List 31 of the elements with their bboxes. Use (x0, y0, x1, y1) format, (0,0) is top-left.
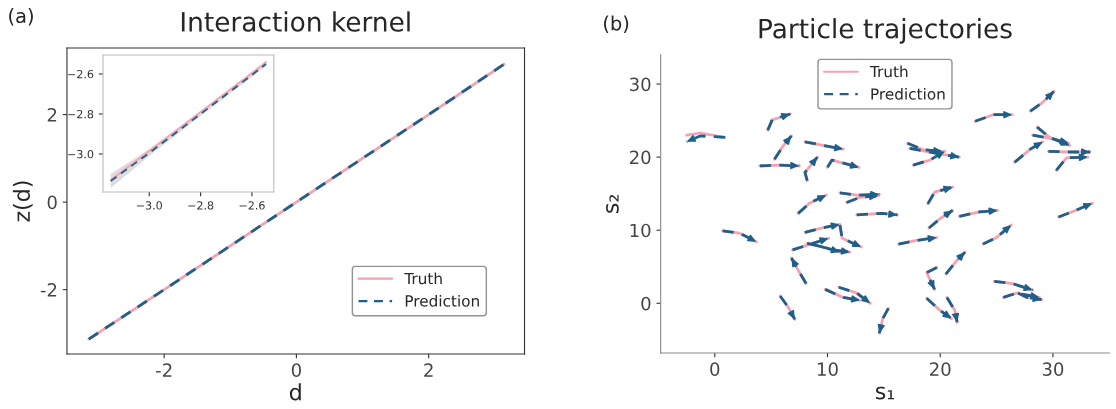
legend-label: Truth (869, 65, 908, 78)
y-tick-label: -2 (40, 283, 57, 297)
text: (b) (604, 15, 629, 33)
x-tick-label: 30 (1042, 362, 1064, 376)
x-tick-label: −2.8 (188, 201, 214, 210)
y-tick-label: 30 (630, 77, 651, 92)
chart-title: Interaction kernel (181, 11, 410, 32)
y-tick-label: −2.8 (68, 109, 94, 119)
y-tick-label: 0 (641, 296, 651, 311)
x-tick-label: 2 (424, 363, 433, 377)
x-tick-label: 0 (291, 363, 301, 377)
legend-label: Prediction (405, 294, 479, 307)
x-tick-label: −3.0 (136, 201, 162, 210)
x-tick-label: 10 (818, 362, 838, 376)
x-tick-label: 20 (930, 362, 951, 376)
y-axis-title: s₂ (606, 195, 619, 213)
x-axis-title: d (289, 383, 301, 401)
legend-label: Truth (404, 272, 442, 285)
x-tick-label: -2 (156, 363, 172, 377)
y-tick-label: −3.0 (68, 149, 94, 159)
x-axis-title: s₁ (875, 386, 895, 400)
chart-title: Particle trajectories (759, 18, 1012, 44)
y-tick-label: 2 (47, 108, 57, 122)
x-tick-label: 0 (710, 362, 720, 376)
legend-label: Prediction (871, 87, 945, 100)
y-tick-label: −2.6 (68, 69, 94, 79)
x-tick-label: −2.6 (239, 201, 265, 210)
y-axis-title: z(d) (12, 181, 33, 222)
y-tick-label: 20 (629, 150, 651, 165)
y-tick-label: 10 (630, 223, 651, 238)
text: (a) (9, 8, 33, 26)
